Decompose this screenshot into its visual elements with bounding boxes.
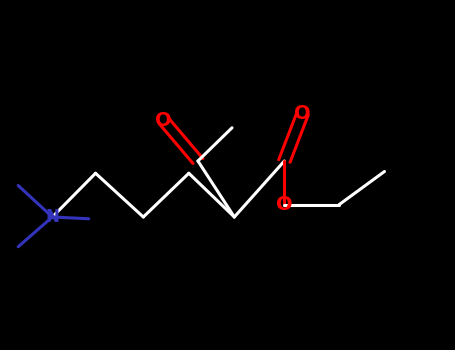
Text: N: N [46,208,59,226]
Text: O: O [294,104,311,123]
Text: O: O [276,195,293,214]
Text: O: O [156,111,172,130]
